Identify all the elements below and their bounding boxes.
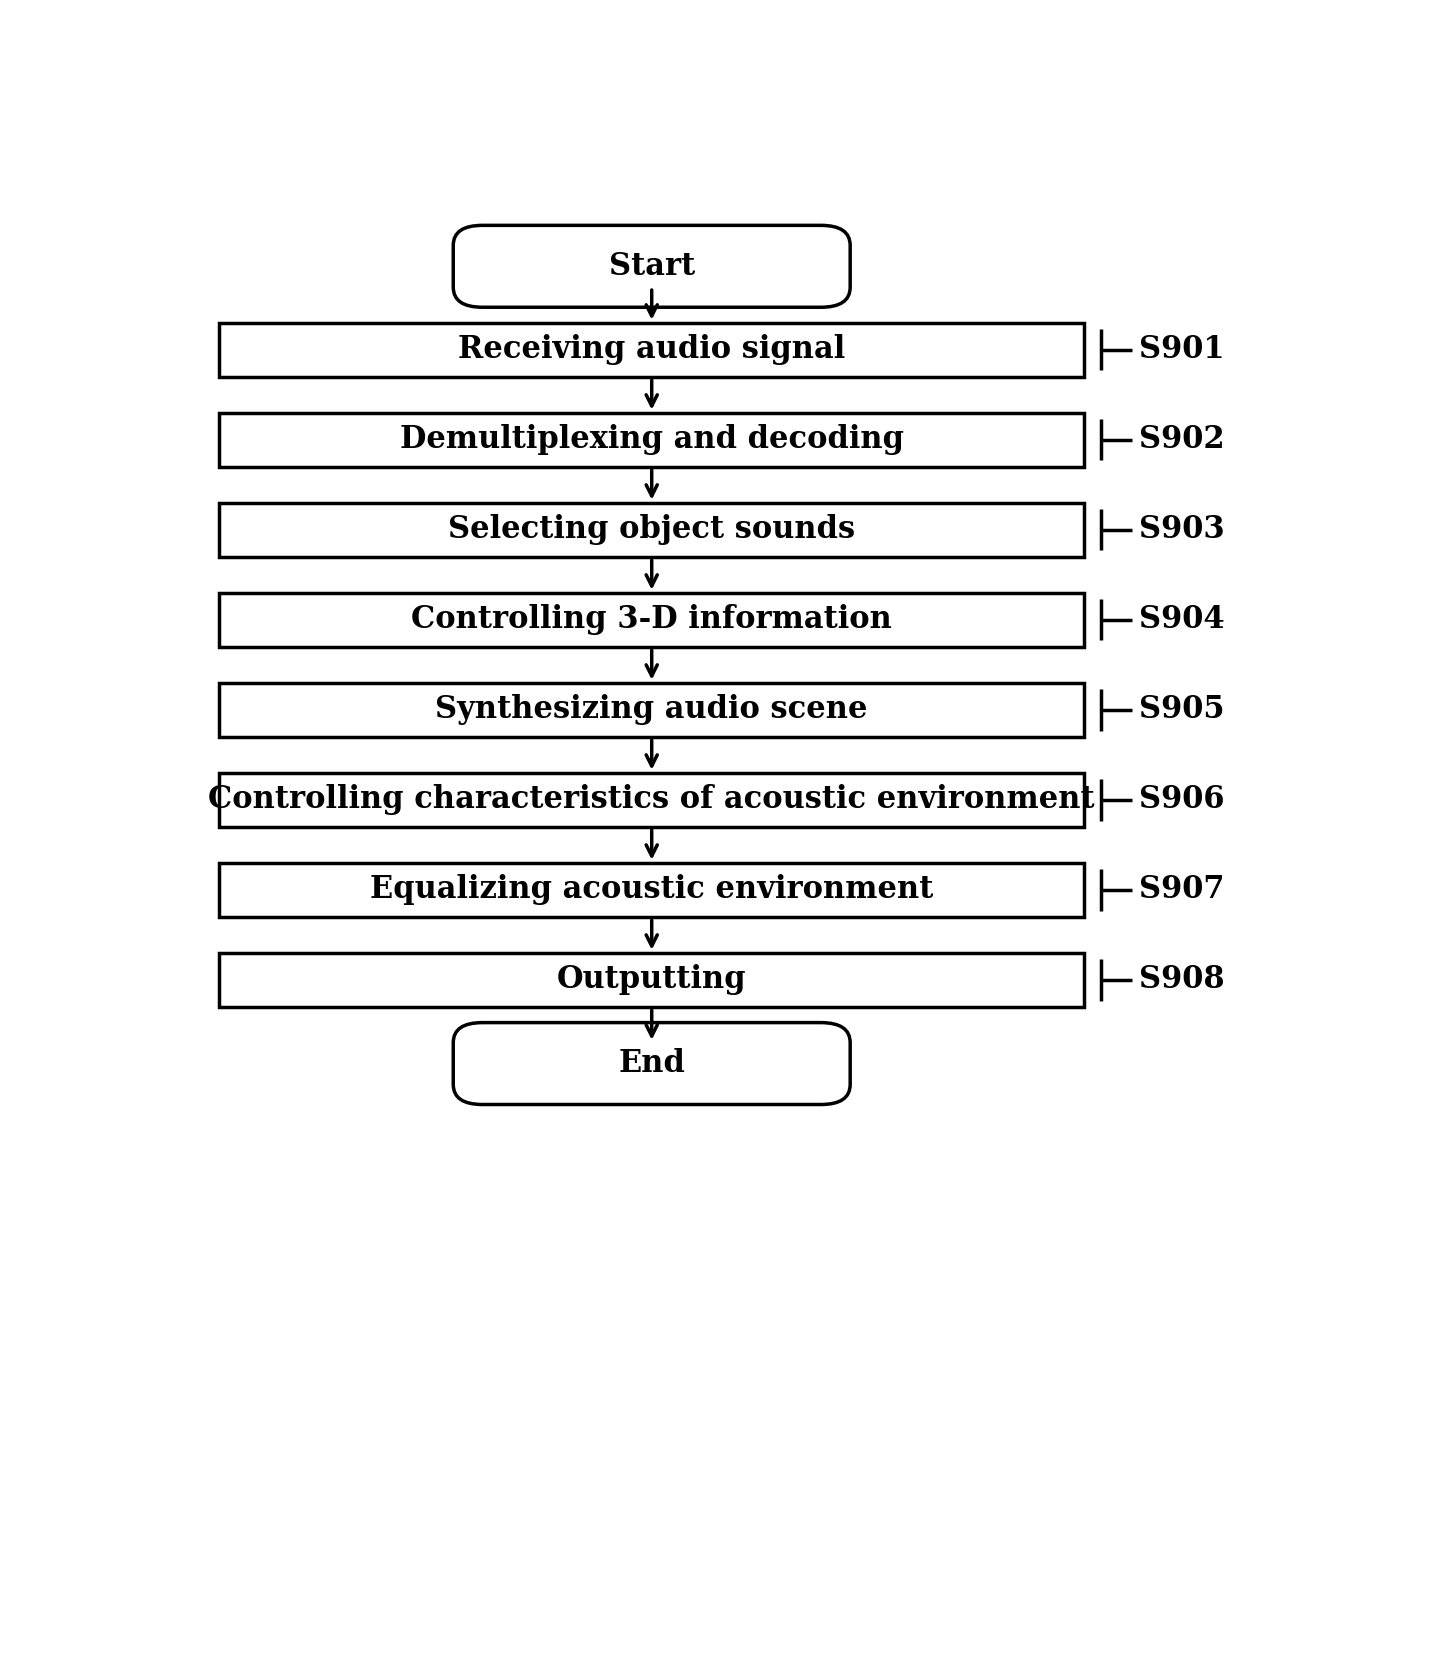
Text: Controlling 3-D information: Controlling 3-D information <box>412 605 892 635</box>
Text: Selecting object sounds: Selecting object sounds <box>448 514 856 546</box>
FancyBboxPatch shape <box>220 952 1084 1007</box>
FancyBboxPatch shape <box>220 683 1084 736</box>
Text: S904: S904 <box>1139 605 1225 635</box>
Text: Synthesizing audio scene: Synthesizing audio scene <box>435 695 869 725</box>
FancyBboxPatch shape <box>220 503 1084 558</box>
Text: S903: S903 <box>1139 514 1225 546</box>
FancyBboxPatch shape <box>220 863 1084 917</box>
Text: S901: S901 <box>1139 334 1225 366</box>
FancyBboxPatch shape <box>220 773 1084 827</box>
Text: S908: S908 <box>1139 965 1225 995</box>
Text: Outputting: Outputting <box>557 965 746 995</box>
FancyBboxPatch shape <box>220 593 1084 648</box>
Text: Demultiplexing and decoding: Demultiplexing and decoding <box>400 424 904 456</box>
FancyBboxPatch shape <box>454 225 850 307</box>
Text: S907: S907 <box>1139 875 1225 905</box>
FancyBboxPatch shape <box>454 1022 850 1104</box>
Text: S902: S902 <box>1139 424 1225 456</box>
Text: Start: Start <box>608 250 695 282</box>
Text: Receiving audio signal: Receiving audio signal <box>458 334 845 366</box>
Text: S906: S906 <box>1139 785 1225 815</box>
Text: End: End <box>618 1049 685 1079</box>
Text: S905: S905 <box>1139 695 1225 725</box>
FancyBboxPatch shape <box>220 322 1084 377</box>
Text: Controlling characteristics of acoustic environment: Controlling characteristics of acoustic … <box>208 785 1096 815</box>
Text: Equalizing acoustic environment: Equalizing acoustic environment <box>370 875 934 905</box>
FancyBboxPatch shape <box>220 412 1084 468</box>
